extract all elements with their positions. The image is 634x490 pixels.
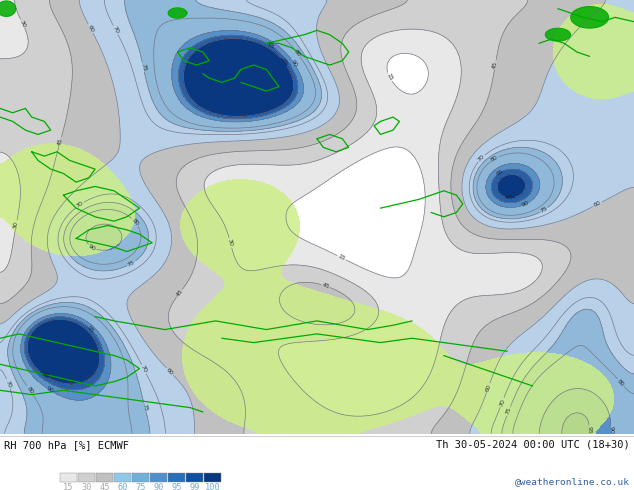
Text: 90: 90 <box>608 426 613 434</box>
Text: 15: 15 <box>385 73 394 82</box>
Text: 70: 70 <box>112 25 120 34</box>
Text: 70: 70 <box>498 398 506 407</box>
Text: 95: 95 <box>171 483 182 490</box>
Text: 45: 45 <box>56 137 63 146</box>
Text: 75: 75 <box>141 403 148 412</box>
Text: 60: 60 <box>87 24 94 33</box>
Text: 75: 75 <box>505 407 512 416</box>
Text: 60: 60 <box>165 367 174 376</box>
Text: 80: 80 <box>131 218 139 226</box>
Text: 99: 99 <box>40 371 49 379</box>
Polygon shape <box>545 28 571 41</box>
Text: 80: 80 <box>616 378 625 387</box>
Bar <box>168 473 185 482</box>
Text: 70: 70 <box>140 365 148 374</box>
Bar <box>60 473 77 482</box>
Text: 30: 30 <box>227 238 234 247</box>
Text: 99: 99 <box>506 195 514 200</box>
Text: 70: 70 <box>75 201 84 209</box>
Text: 95: 95 <box>266 42 276 50</box>
Bar <box>204 473 221 482</box>
Bar <box>96 473 113 482</box>
Text: 70: 70 <box>477 154 486 163</box>
Text: 80: 80 <box>25 386 34 395</box>
Text: 80: 80 <box>490 155 499 163</box>
Text: 90: 90 <box>153 483 164 490</box>
Text: 75: 75 <box>140 63 146 72</box>
Text: 90: 90 <box>521 200 531 208</box>
Text: @weatheronline.co.uk: @weatheronline.co.uk <box>515 477 630 486</box>
Text: 100: 100 <box>205 483 221 490</box>
Text: 90: 90 <box>290 59 298 68</box>
Text: 15: 15 <box>63 483 74 490</box>
Text: 45: 45 <box>100 483 110 490</box>
Text: Th 30-05-2024 00:00 UTC (18+30): Th 30-05-2024 00:00 UTC (18+30) <box>436 440 630 450</box>
Text: 60: 60 <box>593 200 602 208</box>
Text: 60: 60 <box>484 383 492 392</box>
Text: 95: 95 <box>586 426 592 434</box>
Polygon shape <box>168 8 187 18</box>
Bar <box>78 473 95 482</box>
Text: 45: 45 <box>175 289 184 298</box>
Text: 99: 99 <box>190 483 200 490</box>
Bar <box>132 473 149 482</box>
Text: RH 700 hPa [%] ECMWF: RH 700 hPa [%] ECMWF <box>4 440 129 450</box>
Text: 95: 95 <box>86 325 95 334</box>
Text: 30: 30 <box>19 19 27 28</box>
Text: 95: 95 <box>495 169 505 177</box>
Bar <box>114 473 131 482</box>
Text: 30: 30 <box>13 220 19 229</box>
Text: 99: 99 <box>280 57 288 67</box>
Text: 90: 90 <box>46 386 55 394</box>
Text: 90: 90 <box>87 243 97 251</box>
Text: 75: 75 <box>135 483 146 490</box>
Text: 45: 45 <box>492 60 498 69</box>
Text: 75: 75 <box>540 206 548 214</box>
Text: 30: 30 <box>81 483 92 490</box>
Text: 80: 80 <box>293 48 302 57</box>
Text: 60: 60 <box>117 483 127 490</box>
Text: 70: 70 <box>4 379 12 389</box>
Text: 75: 75 <box>127 259 136 268</box>
Text: 15: 15 <box>337 254 346 262</box>
Polygon shape <box>0 1 16 17</box>
Bar <box>150 473 167 482</box>
Text: 45: 45 <box>321 282 330 290</box>
Polygon shape <box>571 6 609 28</box>
Bar <box>186 473 203 482</box>
